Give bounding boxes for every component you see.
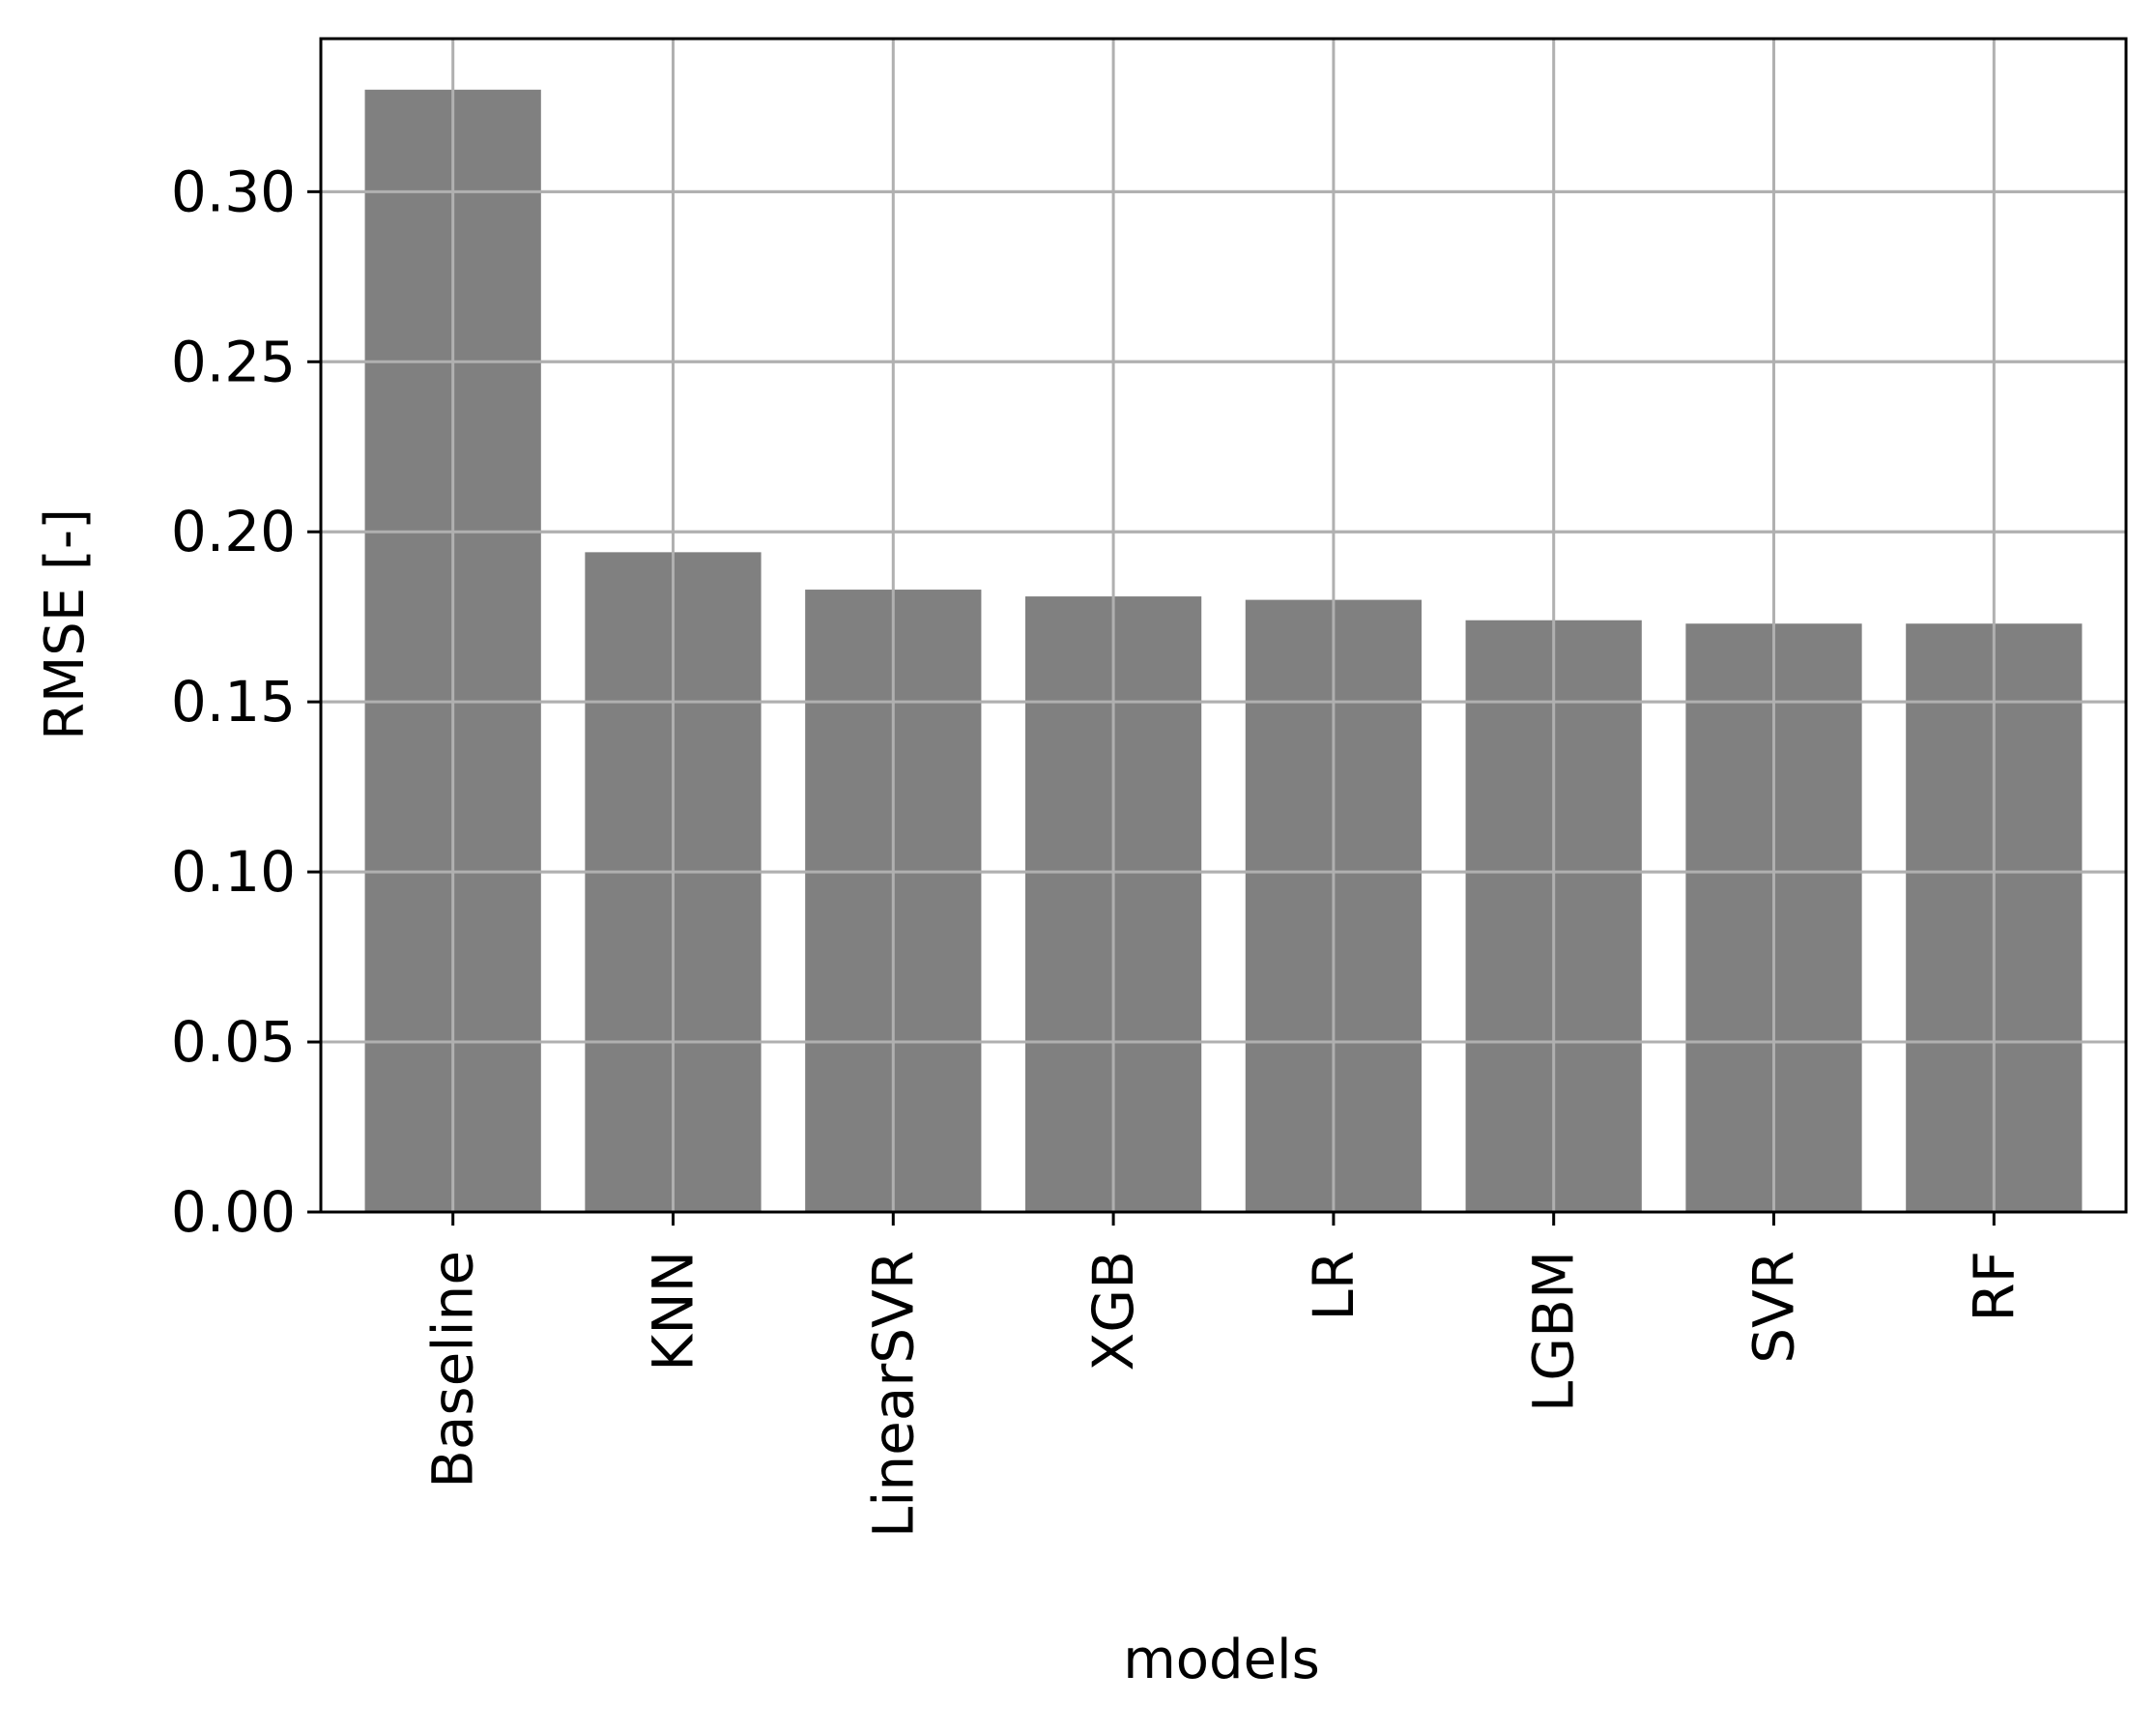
- y-tick-label: 0.15: [171, 669, 296, 735]
- x-tick-label: XGB: [1080, 1251, 1146, 1371]
- ticks: 0.00 0.05 0.10 0.15 0.20 0.25 0.30 Baseline KNN L…: [171, 159, 2027, 1538]
- axes-frame: [319, 37, 2128, 1214]
- x-tick-label: Baseline: [420, 1251, 486, 1488]
- plot-frame: [319, 37, 2128, 1214]
- y-tick-label: 0.00: [171, 1179, 296, 1245]
- y-tick-label: 0.10: [171, 839, 296, 905]
- x-tick-label: LR: [1301, 1251, 1366, 1321]
- x-axis-label: models: [1123, 1629, 1320, 1691]
- y-axis-label: RMSE [-]: [34, 508, 97, 740]
- y-tick-label: 0.05: [171, 1009, 296, 1075]
- y-tick-label: 0.30: [171, 159, 296, 224]
- y-tick-label: 0.25: [171, 329, 296, 394]
- y-tick-label: 0.20: [171, 499, 296, 564]
- x-tick-label: RF: [1961, 1251, 2027, 1322]
- x-tick-label: LGBM: [1521, 1251, 1587, 1412]
- x-tick-label: LinearSVR: [860, 1251, 926, 1538]
- bars: [321, 39, 2126, 1214]
- x-tick-label: KNN: [640, 1251, 705, 1371]
- x-tick-label: SVR: [1741, 1251, 1807, 1364]
